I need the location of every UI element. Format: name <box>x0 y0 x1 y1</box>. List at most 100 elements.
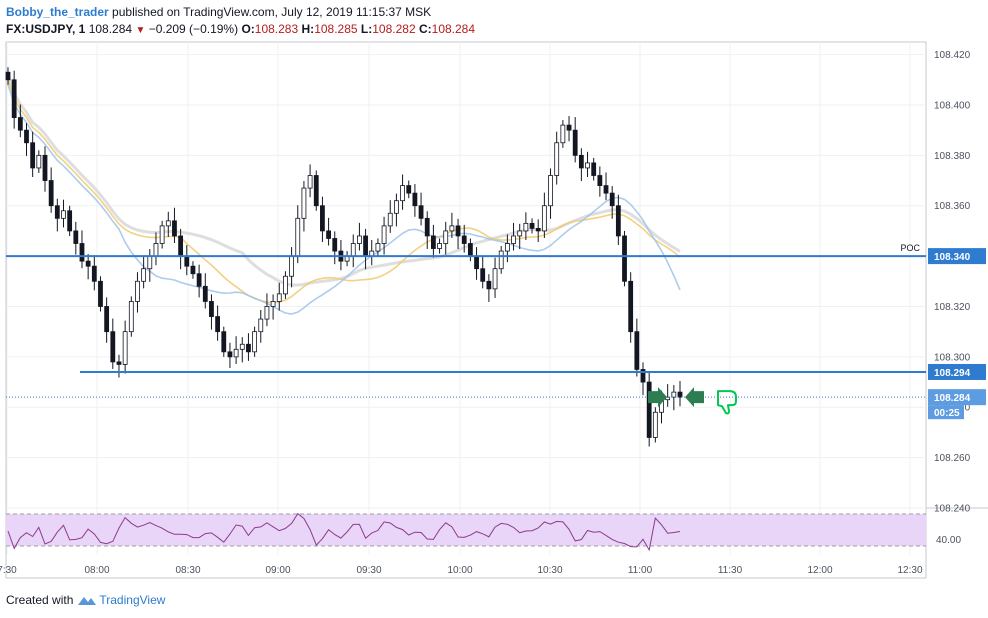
candle-body <box>270 301 276 307</box>
candle-body <box>400 185 405 202</box>
candle-body <box>646 381 652 438</box>
candle-body <box>640 369 646 383</box>
candle-body <box>246 343 251 353</box>
candle-body <box>159 225 165 244</box>
candle-body <box>61 210 66 219</box>
candle-body <box>79 243 85 262</box>
symbol-label[interactable]: FX:USDJPY, 1 <box>6 22 86 36</box>
high-label: H: <box>301 22 315 36</box>
candle-body <box>190 265 196 275</box>
candle-body <box>418 205 424 219</box>
candle-body <box>363 235 368 257</box>
candle-body <box>406 185 412 194</box>
rsi-level-label: 40.00 <box>936 535 961 546</box>
candle-body <box>474 255 479 270</box>
author-link[interactable]: Bobby_the_trader <box>6 5 109 19</box>
candle-body <box>98 280 103 307</box>
candle-body <box>30 142 36 169</box>
time-tick-label: 12:30 <box>897 565 922 576</box>
candle-body <box>283 275 288 295</box>
close-label: C: <box>418 22 432 36</box>
candle-body <box>535 227 541 232</box>
candle-body <box>24 129 29 144</box>
candle-body <box>209 301 214 317</box>
candle-body <box>85 260 91 267</box>
candle-body <box>523 222 529 232</box>
last-price-tag <box>928 389 986 406</box>
thumbs-down-icon <box>717 390 737 415</box>
candle-body <box>467 243 473 257</box>
time-tick-label: 10:00 <box>447 565 472 576</box>
candle-body <box>258 318 264 333</box>
countdown-tag <box>928 405 964 420</box>
candle-body <box>48 180 54 207</box>
candle-body <box>560 124 566 144</box>
candle-body <box>449 225 455 232</box>
last-price-label: 108.284 <box>934 393 971 404</box>
candle-body <box>412 192 418 207</box>
candle-body <box>196 273 202 287</box>
candle-body <box>437 243 442 249</box>
close-value: 108.284 <box>431 22 476 36</box>
last-price: 108.284 <box>88 22 133 36</box>
low-label: L: <box>360 22 373 36</box>
candle-body <box>597 175 603 186</box>
candle-body <box>153 243 159 257</box>
candle-body <box>609 192 615 207</box>
candle-body <box>585 162 590 169</box>
candle-body <box>135 280 140 302</box>
candle-body <box>110 331 116 363</box>
time-tick-label: 09:30 <box>356 565 381 576</box>
candle-body <box>73 230 79 244</box>
candle-body <box>615 205 621 237</box>
countdown-label: 00:25 <box>934 408 960 419</box>
candle-body <box>480 268 486 282</box>
candle-body <box>239 343 245 350</box>
candle-body <box>548 175 553 207</box>
time-tick-label: 12:00 <box>807 565 832 576</box>
candle-body <box>381 225 387 244</box>
candle-body <box>289 255 294 277</box>
level-price-tag <box>928 248 986 265</box>
candle-body <box>42 154 48 181</box>
time-tick-label: 7:30 <box>0 565 17 576</box>
ma-line-yellow <box>7 79 681 304</box>
candle-body <box>634 331 640 370</box>
candle-body <box>11 79 17 118</box>
candle-body <box>221 331 227 353</box>
candle-body <box>603 185 609 194</box>
candle-body <box>172 220 177 237</box>
candle-body <box>578 154 584 169</box>
candle-body <box>430 235 436 249</box>
candle-body <box>67 210 73 232</box>
level-price-label: 108.294 <box>934 368 971 379</box>
level-price-label: 108.340 <box>934 252 971 263</box>
publish-info: Bobby_the_trader published on TradingVie… <box>6 5 431 19</box>
tradingview-logo-icon <box>78 597 97 605</box>
time-tick-label: 08:00 <box>84 565 109 576</box>
price-tick-label: 108.400 <box>934 100 971 111</box>
candle-body <box>54 205 60 219</box>
poc-label: POC <box>900 243 920 253</box>
candle-body <box>295 217 301 257</box>
candle-body <box>215 316 221 333</box>
candle-body <box>233 348 239 358</box>
candle-body <box>394 200 399 214</box>
candle-body <box>424 217 430 237</box>
price-tick-label: 108.240 <box>934 504 971 515</box>
candle-body <box>122 331 128 365</box>
open-value: 108.283 <box>254 22 299 36</box>
candle-body <box>350 243 356 257</box>
candle-body <box>227 351 233 358</box>
arrow-right-icon <box>648 387 667 408</box>
publish-text: published on TradingView.com, July 12, 2… <box>112 5 432 19</box>
candle-body <box>116 361 122 365</box>
created-with-text: Created with <box>6 593 74 607</box>
tradingview-link[interactable]: TradingView <box>99 593 166 607</box>
candle-body <box>313 175 319 207</box>
candle-body <box>178 235 184 257</box>
candle-body <box>17 117 23 131</box>
symbol-info: FX:USDJPY, 1 108.284 ▼ −0.209 (−0.19%) O… <box>6 22 475 36</box>
price-tick-label: 108.420 <box>934 50 971 61</box>
